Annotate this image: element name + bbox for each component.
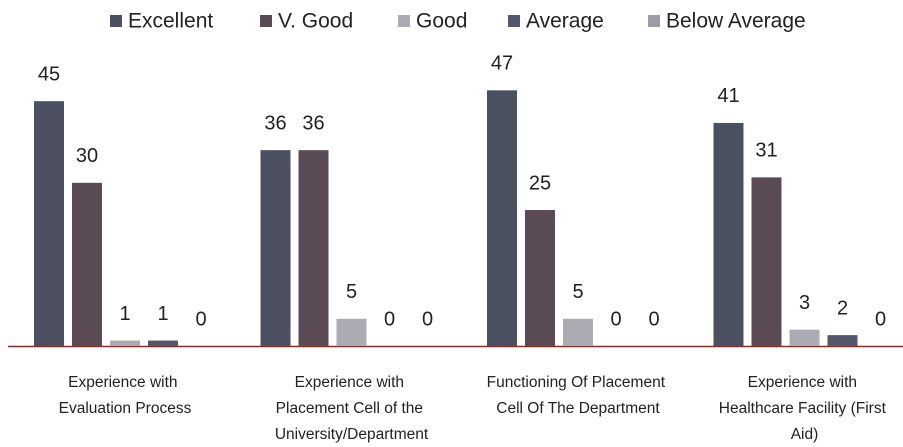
legend-label: Good — [416, 10, 467, 33]
value-label: 1 — [157, 303, 168, 325]
legend-label: Excellent — [128, 10, 213, 33]
bar — [298, 150, 329, 346]
value-label: 0 — [648, 308, 659, 330]
value-label: 0 — [422, 308, 433, 330]
x-tick-label: Experience with Placement Cell of the Un… — [275, 374, 429, 443]
bar — [789, 329, 820, 346]
legend-swatch — [260, 15, 272, 27]
value-label: 36 — [264, 112, 286, 134]
legend-swatch — [398, 15, 410, 27]
value-label: 1 — [119, 303, 130, 325]
label-line: Aid) — [791, 426, 819, 443]
value-label: 2 — [837, 297, 848, 319]
bar — [110, 340, 140, 346]
value-label: 47 — [491, 53, 513, 75]
x-tick-label: Experience with Evaluation Process — [59, 374, 192, 417]
value-label: 31 — [755, 140, 777, 162]
label-line: Evaluation Process — [59, 400, 192, 417]
label-line: Experience with — [295, 374, 409, 391]
value-label: 36 — [302, 112, 324, 134]
value-label: 0 — [195, 308, 206, 330]
bar — [72, 182, 102, 346]
label-line: Placement Cell of the — [276, 400, 428, 417]
value-label: 0 — [610, 308, 621, 330]
bar — [827, 335, 858, 346]
value-label: 0 — [875, 308, 886, 330]
bar — [487, 90, 517, 346]
legend-label: Average — [526, 10, 604, 33]
value-label: 30 — [76, 145, 98, 167]
bar — [751, 177, 782, 346]
legend-label: Below Average — [666, 10, 806, 33]
legend-swatch — [648, 15, 660, 27]
legend-swatch — [110, 15, 122, 27]
bar — [148, 340, 178, 346]
value-label: 5 — [572, 281, 583, 303]
label-line: University/Department — [275, 426, 429, 443]
bar — [713, 122, 744, 347]
value-label: 25 — [529, 172, 551, 194]
value-label: 3 — [799, 292, 810, 314]
bar — [563, 318, 593, 346]
value-label: 45 — [38, 63, 60, 85]
label-line: Cell Of The Department — [496, 400, 660, 417]
label-line: Experience with — [748, 374, 862, 391]
value-label: 5 — [346, 281, 357, 303]
bar — [525, 210, 555, 346]
legend-label: V. Good — [278, 10, 353, 33]
label-line: Healthcare Facility (First — [719, 400, 890, 417]
bar — [34, 101, 64, 346]
value-label: 0 — [384, 308, 395, 330]
bar — [260, 150, 291, 346]
x-tick-label: Experience with Healthcare Facility (Fir… — [719, 374, 890, 443]
label-line: Functioning Of Placement — [487, 374, 670, 391]
x-tick-label: Functioning Of Placement Cell Of The Dep… — [487, 374, 670, 417]
legend-swatch — [508, 15, 520, 27]
value-label: 41 — [717, 85, 739, 107]
label-line: Experience with — [68, 374, 182, 391]
bar — [336, 318, 367, 346]
